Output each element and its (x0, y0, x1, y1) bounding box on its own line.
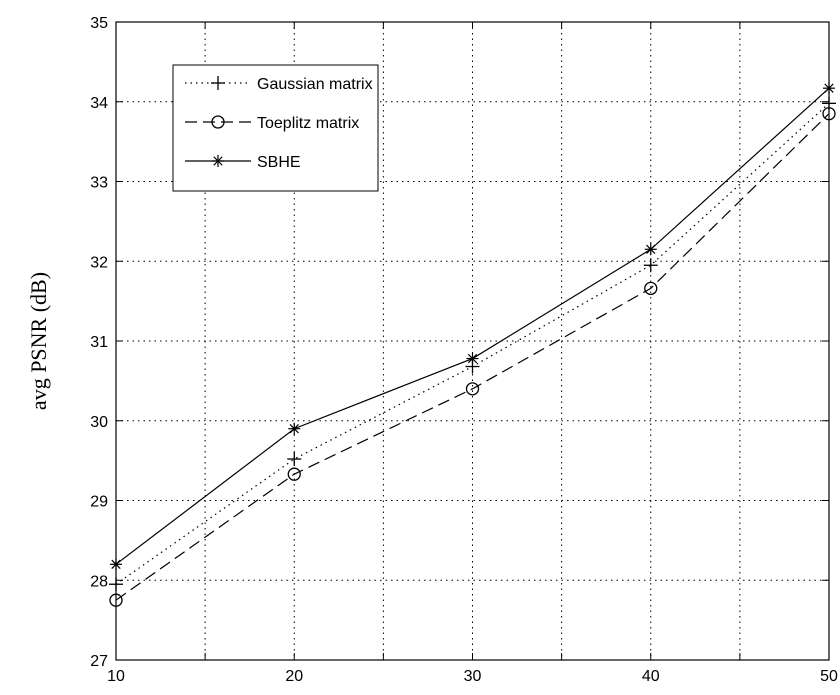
axis-ticks: 10 20 30 40 50 27 28 29 30 31 32 33 34 35 (90, 15, 838, 685)
series-sbhe (110, 82, 835, 571)
x-tick-label: 20 (285, 668, 303, 685)
x-tick-label: 50 (820, 668, 838, 685)
marker-asterisk (212, 155, 224, 167)
y-tick-label: 28 (90, 573, 108, 590)
y-tick-label: 29 (90, 494, 108, 511)
y-tick-label: 31 (90, 334, 108, 351)
y-tick-label: 35 (90, 15, 108, 32)
x-tick-label: 30 (464, 668, 482, 685)
y-tick-label: 32 (90, 254, 108, 271)
marker-circle (465, 382, 480, 396)
legend: Gaussian matrix Toeplitz matrix SBHE (172, 64, 379, 192)
grid-lines (116, 22, 829, 660)
marker-circle (644, 281, 658, 296)
series-layer (109, 82, 836, 607)
legend-entry: Gaussian matrix (185, 76, 373, 93)
marker-circle (211, 115, 225, 129)
series-toeplitz-matrix (109, 107, 836, 607)
marker-plus (211, 76, 225, 90)
y-tick-label: 27 (90, 653, 108, 670)
x-tick-label: 10 (107, 668, 125, 685)
legend-label: Gaussian matrix (257, 76, 373, 93)
marker-plus (643, 258, 658, 273)
marker-asterisk (644, 243, 657, 256)
marker-plus (287, 452, 302, 467)
marker-asterisk (288, 422, 301, 435)
y-tick-label: 34 (90, 95, 108, 112)
legend-label: SBHE (257, 154, 301, 171)
marker-circle (287, 467, 301, 481)
x-tick-label: 40 (642, 668, 660, 685)
legend-box (172, 64, 379, 192)
marker-asterisk (466, 352, 479, 365)
legend-entry: Toeplitz matrix (185, 115, 359, 132)
legend-entry: SBHE (185, 154, 301, 171)
y-tick-label: 33 (90, 175, 108, 192)
legend-label: Toeplitz matrix (257, 115, 359, 132)
series-line (115, 113, 830, 601)
y-tick-label: 30 (90, 414, 108, 431)
y-axis-title: avg PSNR (dB) (26, 272, 51, 410)
